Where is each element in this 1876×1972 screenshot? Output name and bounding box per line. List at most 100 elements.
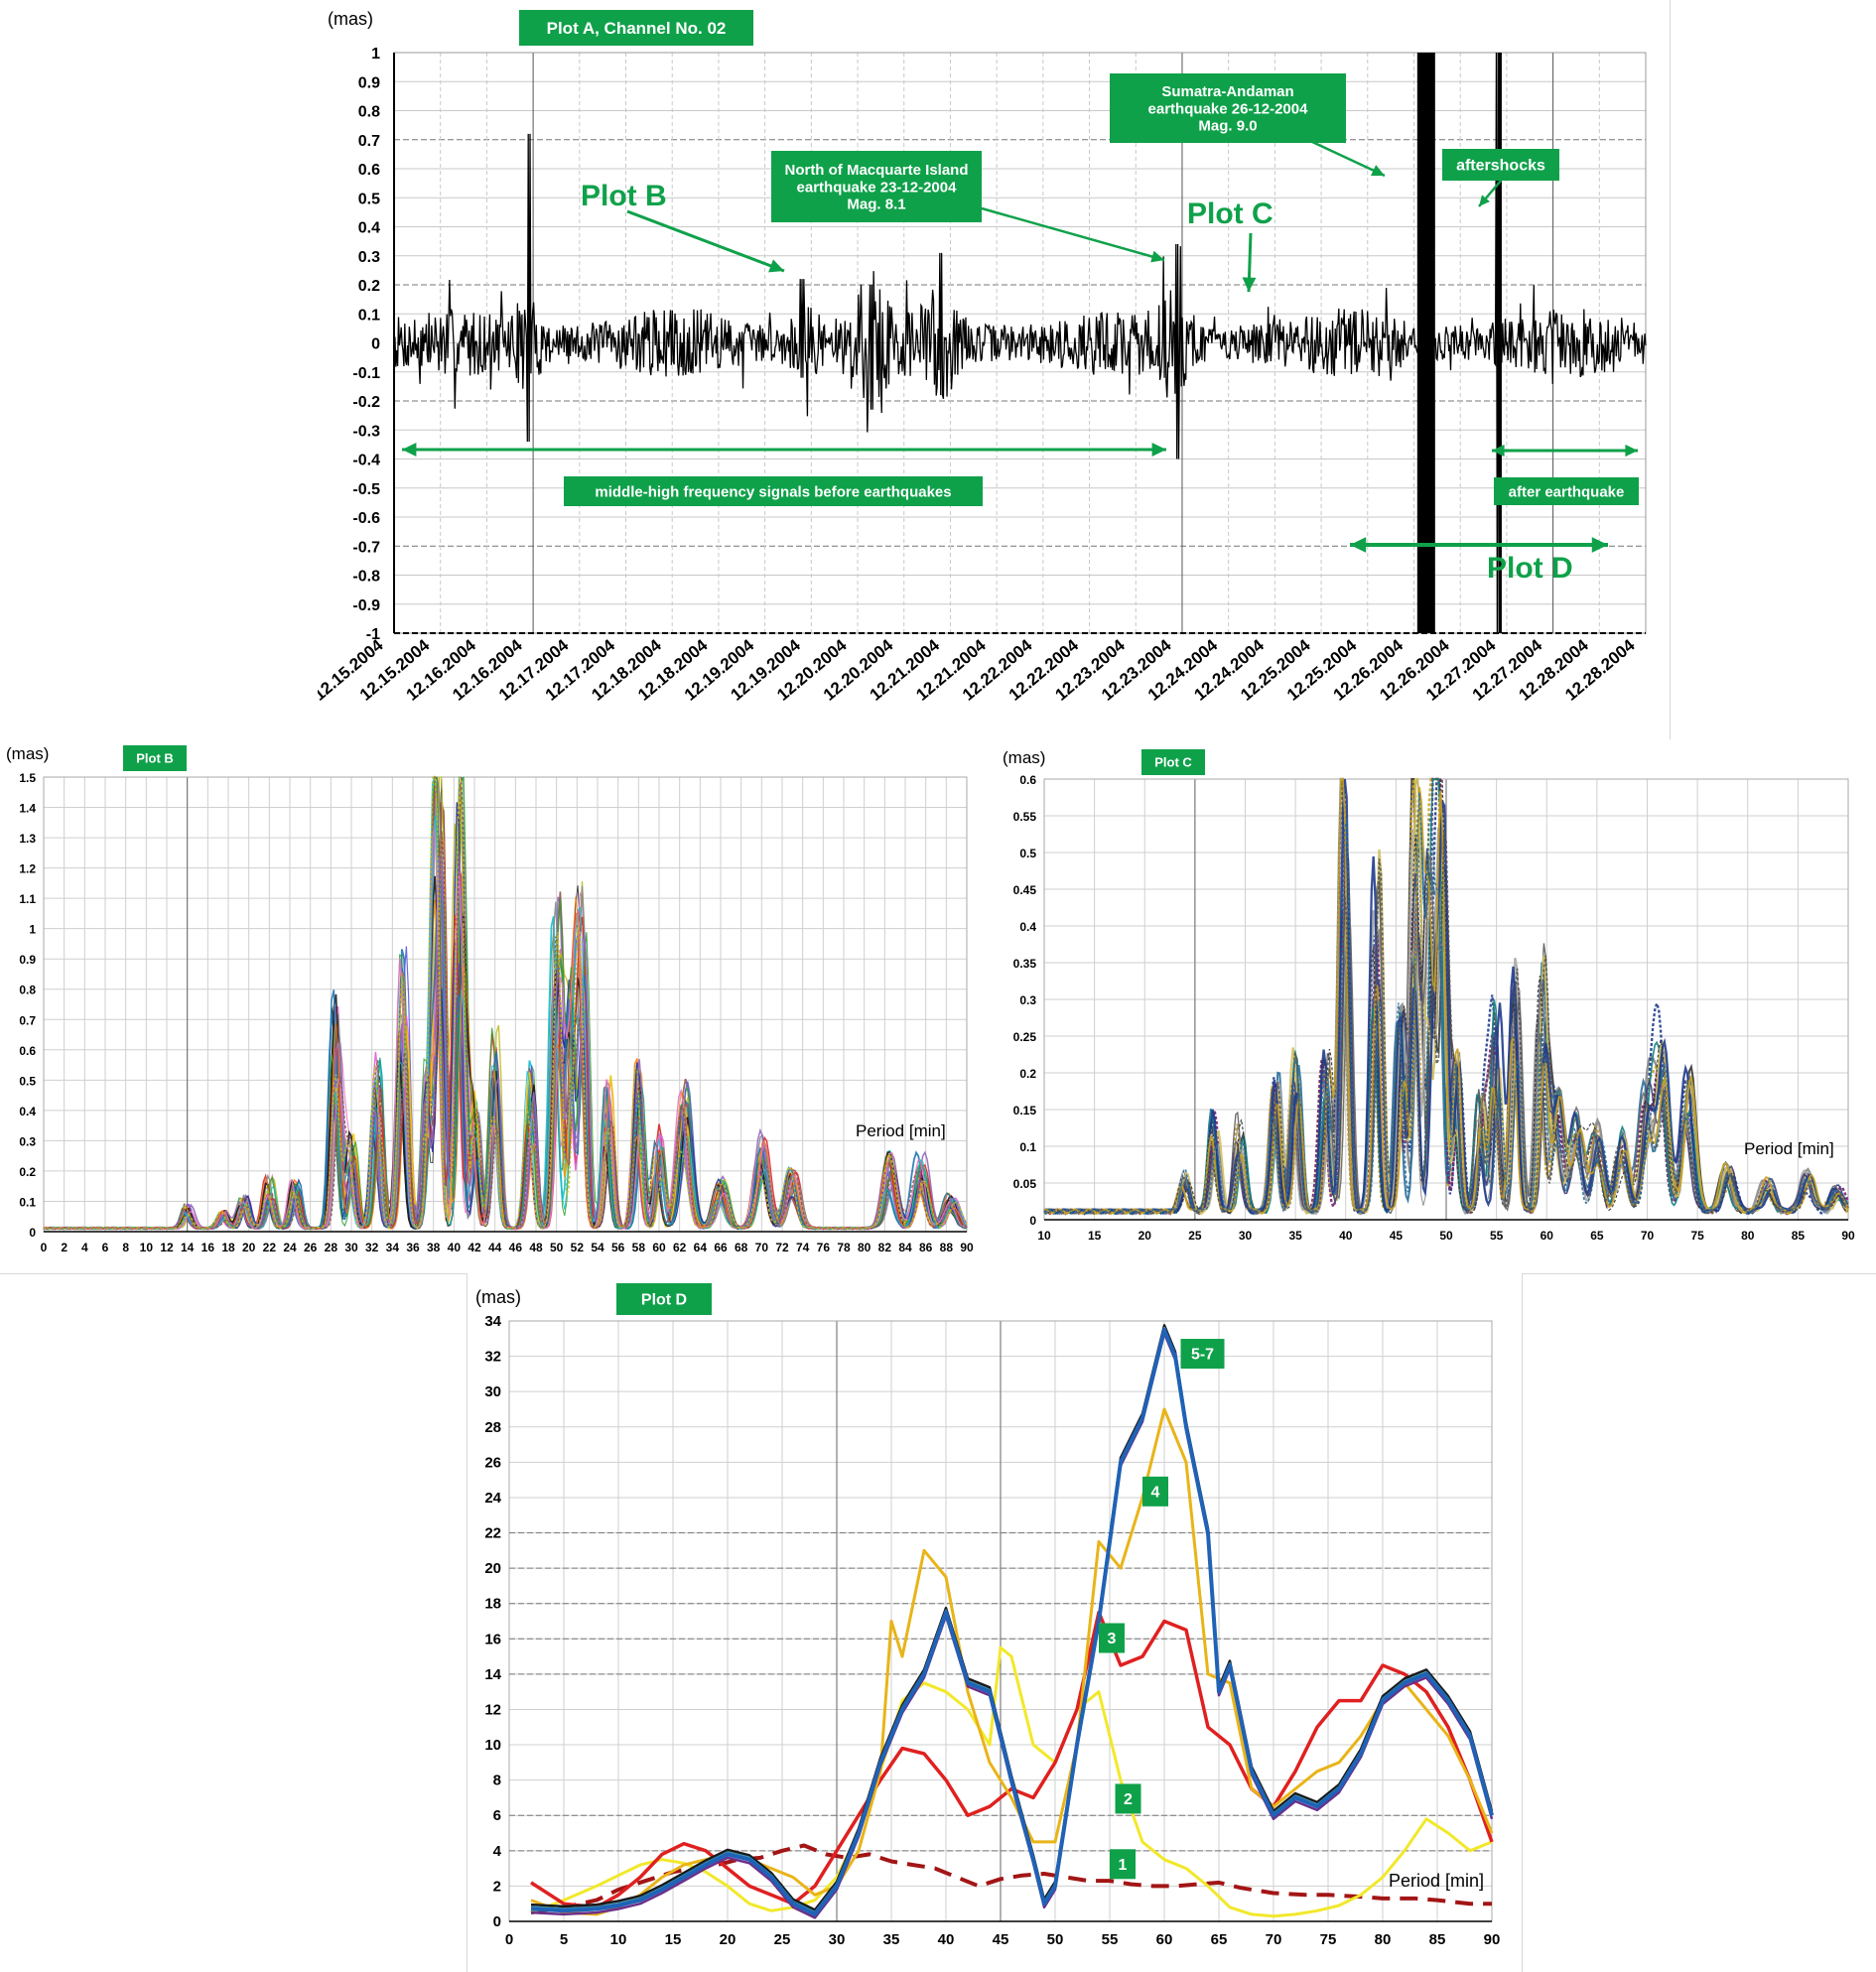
plotD-x-tick: 45 [993, 1931, 1009, 1948]
plot-a-macquarie-note-text: North of Macquarte Island [784, 162, 968, 179]
plot-a-arrow-macquarie [981, 206, 1165, 262]
plot-a-title-box [519, 10, 753, 46]
plot-a-y-tick: -0.3 [352, 423, 380, 440]
plot-a-y-tick: -1 [366, 626, 380, 643]
plotD-series-5-7 [530, 1332, 1494, 1919]
plotC-y-tick: 0.1 [1019, 1140, 1036, 1154]
plotD-x-tick: 55 [1102, 1931, 1119, 1948]
plotB-x-tick: 6 [102, 1241, 109, 1254]
plotD-y-tick: 32 [484, 1349, 501, 1366]
plotB-y-tick: 0.2 [19, 1165, 36, 1179]
plotD-y-tick: 28 [484, 1419, 501, 1436]
plot-a-sumatra-note-text: Sumatra-Andaman [1161, 83, 1293, 100]
plotD-x-tick: 30 [829, 1931, 846, 1948]
plot-a-macquarie-note-text: Mag. 8.1 [847, 197, 905, 213]
plot-b-panel: 0 0.1 0.2 0.3 0.4 0.5 0.6 0.7 0.8 0.9 1 1.1 1.2 1.3 1.… [0, 739, 994, 1274]
plotC-y-tick: 0.35 [1013, 957, 1037, 971]
plotB-x-tick: 80 [858, 1241, 871, 1254]
plot-a-sumatra-note-text: earthquake 26-12-2004 [1148, 100, 1309, 117]
plotD-title-text: Plot D [641, 1292, 687, 1309]
plot-a-y-tick: 0.5 [358, 191, 380, 207]
plotD-series-label-4-text: 4 [1151, 1484, 1160, 1501]
plotB-x-label: Period [min] [856, 1121, 946, 1140]
plotC-y-tick: 0.6 [1019, 773, 1036, 787]
plot-a-arrow-sumatra [1309, 139, 1386, 178]
plotB-x-tick: 58 [632, 1241, 646, 1254]
plotB-y-tick: 0.5 [19, 1074, 36, 1088]
plotB-series-line [43, 779, 968, 1230]
plotB-series-line [43, 802, 968, 1231]
plotB-y-tick: 0.3 [19, 1134, 36, 1148]
plotC-x-tick: 55 [1490, 1229, 1504, 1243]
plotB-y-tick: 0.6 [19, 1044, 36, 1058]
plotD-series-2 [530, 1645, 1493, 1918]
plotC-y-tick: 0.15 [1013, 1104, 1037, 1117]
plot-a-aftershocks-note-box [1442, 149, 1559, 181]
plotD-y-tick: 12 [484, 1701, 501, 1718]
plotB-x-tick: 32 [365, 1241, 379, 1254]
plot-a-aftershocks-note-text: aftershocks [1456, 158, 1545, 175]
plotD-x-tick: 0 [505, 1931, 513, 1948]
plotC-title-text: Plot C [1154, 755, 1192, 770]
plotB-series-line [43, 776, 968, 1231]
plotB-y-label: (mas) [6, 744, 49, 763]
plotD-y-label: (mas) [475, 1287, 521, 1307]
plotB-x-tick: 0 [41, 1241, 48, 1254]
plotD-x-tick: 70 [1266, 1931, 1282, 1948]
plot-a-arrow-plot-c-head [1242, 277, 1257, 292]
plotB-series-line [43, 776, 968, 1231]
plotC-series-line [1043, 830, 1849, 1216]
plot-a-y-tick: -0.5 [352, 481, 380, 498]
plot-a-panel: 1 0.9 0.8 0.7 0.6 0.5 0.4 0.3 0.2 0.1 0 -0.1 -0.2 -0.… [318, 0, 1671, 740]
plotD-x-tick: 35 [883, 1931, 900, 1948]
plotB-series-line [44, 802, 968, 1231]
plotD-x-tick: 65 [1211, 1931, 1228, 1948]
plotB-series-line [43, 776, 968, 1231]
plotC-x-tick: 85 [1792, 1229, 1806, 1243]
plotB-x-tick: 78 [837, 1241, 851, 1254]
plotD-series-label-1-box [1110, 1849, 1136, 1880]
plotC-x-tick: 75 [1690, 1229, 1704, 1243]
plotD-series-label-3-text: 3 [1108, 1631, 1117, 1647]
plotB-series-line [43, 779, 968, 1231]
plot-a-y-tick: -0.1 [352, 365, 380, 382]
plotB-x-tick: 82 [878, 1241, 892, 1254]
plotB-x-tick: 30 [344, 1241, 358, 1254]
plotB-x-tick: 46 [509, 1241, 523, 1254]
plotB-x-tick: 18 [221, 1241, 235, 1254]
plotD-series-label-3-box [1099, 1623, 1125, 1653]
plot-a-arrow-plot-d-head-right [1591, 537, 1608, 553]
plotC-series-line [1043, 778, 1849, 1216]
plot-a-arrow-aftershocks-head [1479, 195, 1490, 206]
plot-a-before-note-box [564, 476, 983, 506]
plotB-x-tick: 16 [201, 1241, 215, 1254]
plot-a-y-tick: 0.6 [358, 162, 380, 179]
plotD-x-tick: 50 [1047, 1931, 1064, 1948]
plotD-y-tick: 24 [484, 1490, 501, 1507]
plotD-y-tick: 22 [484, 1525, 501, 1542]
plotC-x-tick: 65 [1590, 1229, 1604, 1243]
plot-a-arrow-after-head-right [1625, 444, 1638, 458]
plotC-title-box [1141, 749, 1205, 775]
plot-a-label-plot-b: Plot B [581, 180, 667, 212]
plotC-y-tick: 0.55 [1013, 810, 1037, 824]
plotB-x-tick: 22 [263, 1241, 277, 1254]
plotD-y-tick: 30 [484, 1383, 501, 1400]
plot-a-chart: 1 0.9 0.8 0.7 0.6 0.5 0.4 0.3 0.2 0.1 0 -0.1 -0.2 -0.… [318, 9, 1647, 705]
plotC-x-tick: 10 [1037, 1229, 1051, 1243]
plot-a-y-tick: -0.4 [352, 453, 380, 469]
plotD-y-tick: 6 [493, 1807, 501, 1824]
plotB-x-tick: 28 [325, 1241, 338, 1254]
plotB-x-tick: 26 [304, 1241, 318, 1254]
plotD-y-tick: 2 [493, 1878, 501, 1895]
plotC-y-tick: 0.2 [1019, 1067, 1036, 1081]
plotB-x-tick: 84 [898, 1241, 912, 1254]
plotB-x-tick: 42 [468, 1241, 481, 1254]
plotD-x-tick: 25 [774, 1931, 791, 1948]
plotB-x-tick: 44 [488, 1241, 502, 1254]
plotC-y-tick: 0.3 [1019, 993, 1036, 1007]
plotB-x-tick: 2 [61, 1241, 67, 1254]
plotC-y-tick: 0.25 [1013, 1030, 1037, 1044]
plotB-title-text: Plot B [136, 751, 174, 766]
